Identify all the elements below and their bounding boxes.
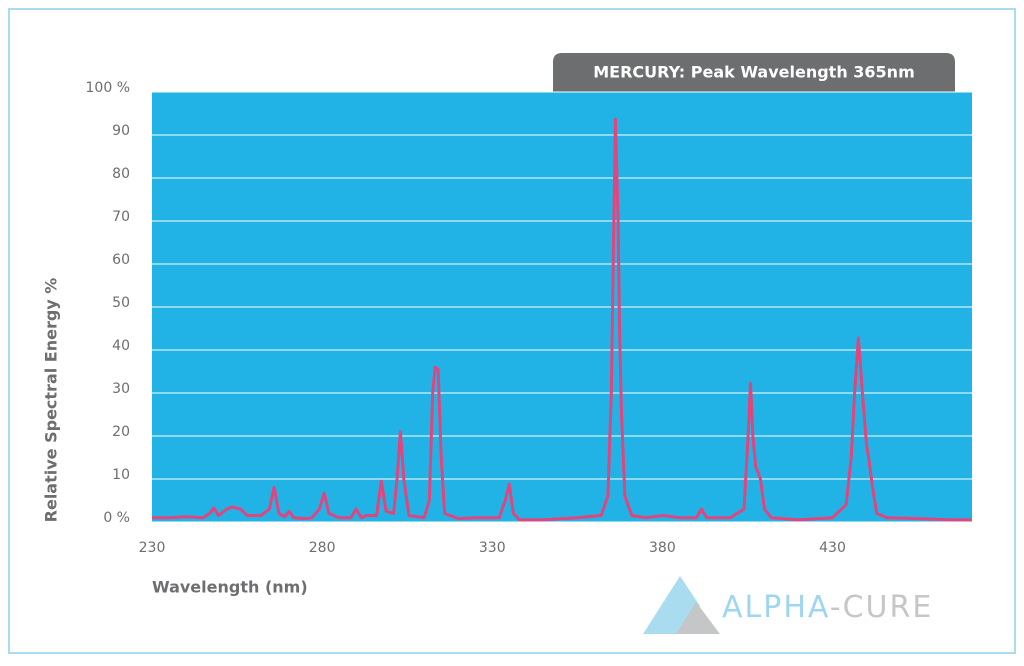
logo-mark xyxy=(643,576,720,634)
logo-text: ALPHA-CURE xyxy=(722,590,933,625)
y-tick-label: 60 xyxy=(112,252,130,268)
y-tick-label: 40 xyxy=(112,338,130,354)
x-tick-label: 330 xyxy=(479,540,506,556)
logo-part: -CURE xyxy=(830,590,934,625)
y-tick-label: 100 % xyxy=(86,80,130,96)
chart-title: MERCURY: Peak Wavelength 365nm xyxy=(593,63,915,82)
spectrum-line xyxy=(152,117,972,522)
y-axis-label: Relative Spectral Energy % xyxy=(42,278,61,523)
y-tick-label: 0 % xyxy=(103,510,130,526)
logo-part: ALPHA xyxy=(722,590,830,625)
y-tick-label: 50 xyxy=(112,295,130,311)
y-tick-label: 20 xyxy=(112,424,130,440)
x-axis-label: Wavelength (nm) xyxy=(152,578,308,597)
x-tick-label: 430 xyxy=(819,540,846,556)
y-tick-label: 70 xyxy=(112,209,130,225)
logo-shape xyxy=(676,602,720,634)
y-tick-label: 80 xyxy=(112,166,130,182)
x-tick-label: 280 xyxy=(309,540,336,556)
x-tick-label: 230 xyxy=(139,540,166,556)
y-tick-label: 30 xyxy=(112,381,130,397)
y-tick-label: 90 xyxy=(112,123,130,139)
title-tab xyxy=(553,53,955,92)
x-tick-label: 380 xyxy=(649,540,676,556)
y-tick-label: 10 xyxy=(112,467,130,483)
